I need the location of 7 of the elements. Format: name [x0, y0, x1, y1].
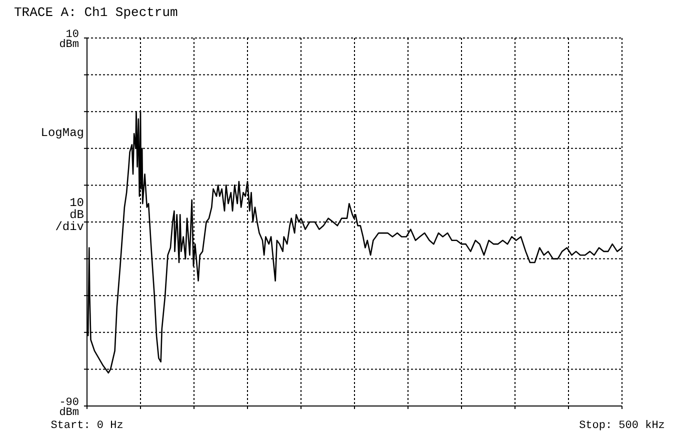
y-axis-title: 10 dB /div [55, 196, 84, 234]
x-tick-label: Start: 0 Hz [50, 420, 124, 432]
y-tick-label: 10 dBm [59, 29, 80, 51]
x-tick-label: Stop: 500 kHz [579, 420, 665, 432]
y-tick-label: -90 dBm [59, 397, 80, 419]
chart-title: TRACE A: Ch1 Spectrum [14, 5, 178, 20]
text: LogMag [40, 126, 84, 140]
